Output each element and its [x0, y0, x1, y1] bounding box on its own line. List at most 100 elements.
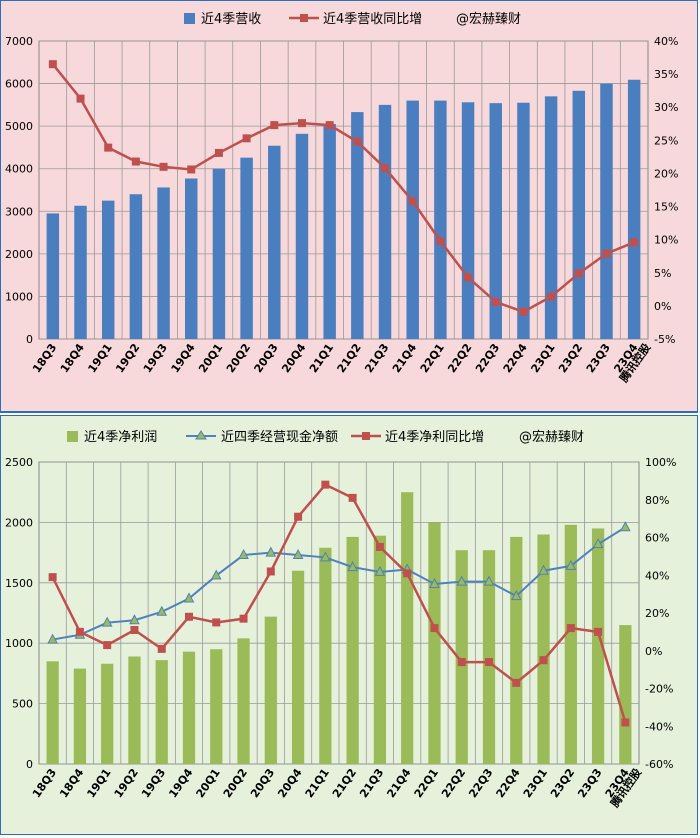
x-tick-label: 20Q3	[252, 341, 281, 375]
bar	[428, 522, 441, 764]
x-tick-label: 21Q4	[384, 766, 413, 800]
point-marker	[183, 592, 195, 603]
bar	[46, 661, 59, 764]
right-tick-label: 15%	[654, 201, 678, 214]
bar	[619, 625, 632, 764]
point-marker	[103, 641, 112, 650]
x-tick-label: 22Q3	[466, 766, 495, 800]
chart2-lines	[47, 480, 631, 727]
point-marker	[130, 625, 139, 634]
bar	[351, 112, 364, 339]
x-tick-label: 23Q2	[548, 766, 577, 800]
bar	[346, 536, 359, 764]
chart1-x-axis: 18Q318Q419Q119Q219Q319Q420Q120Q220Q320Q4…	[30, 340, 654, 385]
point-marker	[321, 480, 330, 489]
profit-chart: 0 500 1000 1500 2000 2500 -60% -40% -20% 0% 20% 40…	[5, 429, 676, 810]
point-marker	[602, 249, 611, 258]
chart1-lines	[48, 60, 639, 316]
point-marker	[242, 134, 251, 143]
bar	[295, 133, 309, 339]
legend-line2-label: 近4季净利同比增	[385, 430, 484, 445]
left-tick-label: 4000	[5, 163, 33, 176]
revenue-chart-panel: 0 1000 2000 3000 4000 5000 6000 7000 -5% 0% 5% 10%…	[0, 0, 698, 413]
point-marker	[239, 614, 248, 623]
bar	[378, 104, 392, 339]
x-tick-label: 22Q3	[473, 341, 502, 375]
point-marker	[48, 60, 57, 69]
right-tick-label: 10%	[654, 234, 678, 247]
bar	[510, 536, 523, 764]
point-marker	[456, 575, 468, 586]
point-marker	[210, 569, 222, 580]
x-tick-label: 21Q4	[390, 341, 419, 375]
point-marker	[187, 165, 196, 174]
bar	[434, 100, 447, 339]
point-marker	[266, 567, 275, 576]
x-tick-label: 19Q3	[139, 766, 168, 800]
point-marker	[212, 618, 221, 627]
x-tick-label: 18Q3	[30, 766, 59, 800]
point-marker	[483, 575, 495, 586]
point-marker	[512, 678, 521, 687]
left-tick-label: 1000	[5, 637, 33, 650]
x-tick-label: 19Q4	[169, 341, 198, 375]
series-line	[51, 63, 635, 314]
right-tick-label: 40%	[654, 35, 678, 48]
x-tick-label: 22Q1	[412, 766, 441, 800]
bar	[401, 492, 414, 764]
point-marker	[547, 292, 556, 301]
bar	[482, 550, 496, 764]
point-marker	[48, 573, 57, 582]
point-marker	[238, 548, 249, 560]
point-marker	[519, 307, 528, 316]
x-tick-label: 19Q2	[112, 766, 141, 800]
legend-bar-label: 近4季净利润	[84, 430, 157, 445]
bar	[101, 200, 115, 339]
x-tick-label: 23Q1	[528, 341, 557, 375]
profit-chart-panel: 0 500 1000 1500 2000 2500 -60% -40% -20% 0% 20% 40…	[0, 415, 698, 835]
chart1-left-axis: 0 1000 2000 3000 4000 5000 6000 7000	[5, 35, 33, 346]
point-marker	[47, 633, 58, 644]
right-tick-label: -20%	[645, 683, 673, 696]
bar	[564, 524, 577, 764]
bar	[129, 194, 143, 339]
x-tick-label: 20Q2	[224, 341, 253, 375]
left-tick-label: 7000	[5, 35, 33, 48]
point-marker	[592, 538, 604, 549]
point-marker	[320, 551, 331, 562]
right-tick-label: 80%	[645, 494, 669, 507]
legend-line-label: 近4季营收同比增	[323, 12, 422, 27]
bar	[185, 178, 198, 339]
left-tick-label: 0	[26, 758, 33, 771]
bar	[157, 187, 170, 339]
bar	[572, 90, 586, 340]
left-tick-label: 1000	[5, 290, 33, 303]
bar	[212, 168, 226, 339]
x-tick-label: 20Q1	[194, 766, 223, 800]
point-marker	[325, 121, 334, 130]
legend-bar-swatch	[67, 431, 78, 442]
point-marker	[101, 616, 113, 627]
right-tick-label: 0%	[654, 300, 671, 313]
left-tick-label: 1500	[5, 577, 33, 590]
x-tick-label: 22Q2	[439, 766, 468, 800]
point-marker	[131, 157, 140, 166]
bar	[600, 83, 613, 339]
point-marker	[620, 521, 631, 532]
x-tick-label: 18Q3	[30, 341, 59, 375]
point-marker	[159, 162, 168, 171]
x-tick-label: 23Q3	[584, 341, 613, 375]
point-marker	[76, 94, 85, 103]
x-tick-label: 19Q2	[113, 341, 142, 375]
point-marker	[630, 238, 639, 247]
chart1-right-axis: -5% 0% 5% 10% 15% 20% 25% 30% 35% 40%	[654, 35, 678, 346]
bar	[373, 535, 387, 764]
bar	[461, 102, 475, 339]
point-marker	[297, 119, 306, 128]
bar	[46, 213, 60, 339]
bar	[128, 656, 141, 764]
point-marker	[265, 546, 277, 557]
point-marker	[464, 273, 473, 282]
point-marker	[457, 658, 466, 667]
x-tick-label: 21Q3	[362, 341, 391, 375]
